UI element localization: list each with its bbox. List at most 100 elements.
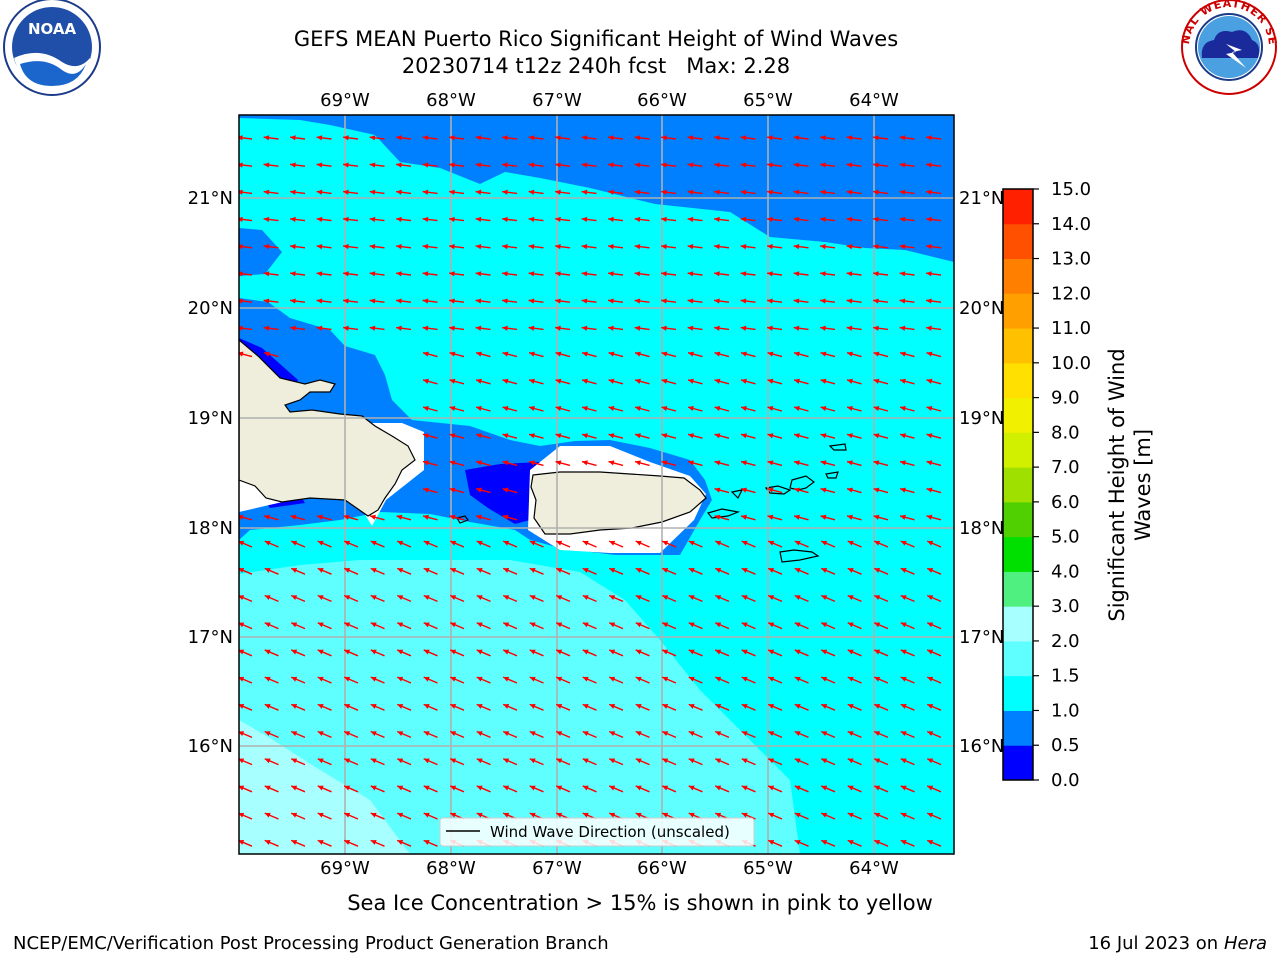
wave-direction-arrow-head <box>291 622 298 628</box>
wave-direction-arrow-head <box>635 460 641 466</box>
colorbar-tick-label: 12.0 <box>1051 283 1091 304</box>
wave-direction-arrow-head <box>741 487 747 493</box>
wave-direction-arrow-head <box>899 216 906 223</box>
colorbar-segment <box>1003 571 1033 607</box>
wave-direction-arrow-head <box>291 785 298 791</box>
wave-direction-arrow-head <box>661 378 668 384</box>
wave-direction-arrow-head <box>475 244 482 250</box>
wave-direction-arrow-head <box>423 676 430 682</box>
wave-direction-arrow-head <box>661 189 667 195</box>
wave-direction-arrow-head <box>317 704 324 709</box>
wave-direction-arrow-head <box>344 758 351 764</box>
wave-direction-arrow-head <box>793 162 800 168</box>
colorbar-segment <box>1003 258 1033 294</box>
wave-direction-arrow-head <box>290 514 297 520</box>
wave-direction-arrow-head <box>768 540 775 546</box>
lon-label: 64°W <box>849 858 899 879</box>
wave-direction-arrow-head <box>264 704 271 709</box>
wave-direction-arrow-head <box>874 785 881 791</box>
wave-direction-arrow-head <box>741 460 747 466</box>
wave-direction-arrow-head <box>369 244 376 250</box>
wave-direction-arrow-head <box>927 595 934 601</box>
wave-direction-arrow-head <box>820 514 827 520</box>
colorbar-tick-label: 4.0 <box>1051 561 1080 582</box>
wave-direction-arrow-head <box>900 433 906 439</box>
wave-direction-arrow-head <box>635 676 642 682</box>
wave-direction-arrow-head <box>264 568 271 573</box>
wave-direction-arrow-head <box>582 568 589 573</box>
wave-direction-arrow-head <box>608 405 615 412</box>
wave-direction-arrow-head <box>900 568 907 573</box>
wave-direction-arrow-head <box>290 189 296 195</box>
legend-label: Wind Wave Direction (unscaled) <box>490 823 730 841</box>
wave-direction-arrow-head <box>475 298 482 304</box>
wave-direction-arrow-head <box>476 758 483 764</box>
wave-direction-arrow-head <box>874 812 881 818</box>
wave-direction-arrow-head <box>555 433 562 439</box>
wave-direction-arrow-head <box>794 649 801 655</box>
wave-direction-arrow-head <box>927 785 934 791</box>
wave-direction-arrow-head <box>821 540 828 546</box>
wave-direction-arrow-head <box>793 189 800 195</box>
wave-direction-arrow-head <box>715 568 722 573</box>
wave-direction-arrow-head <box>767 162 773 168</box>
wave-direction-arrow-head <box>290 325 296 331</box>
colorbar-tick-label: 1.5 <box>1051 666 1080 687</box>
wave-direction-arrow-head <box>239 351 244 357</box>
wave-direction-arrow-head <box>291 840 298 845</box>
wave-direction-arrow-head <box>635 731 642 737</box>
wave-direction-arrow-head <box>396 189 402 195</box>
wave-direction-arrow-head <box>396 162 402 168</box>
wave-direction-arrow-head <box>450 758 457 764</box>
wave-direction-arrow-head <box>767 487 774 493</box>
wave-direction-arrow-head <box>264 731 271 737</box>
wave-direction-arrow-head <box>450 785 457 791</box>
colorbar-segment <box>1003 745 1033 781</box>
wave-direction-arrow-head <box>609 540 616 546</box>
wave-direction-arrow-head <box>688 460 694 466</box>
colorbar-tick-label: 13.0 <box>1051 249 1091 270</box>
wave-direction-arrow-head <box>503 649 510 655</box>
wave-direction-arrow-head <box>926 378 933 384</box>
wave-direction-arrow-head <box>740 298 747 304</box>
wave-direction-arrow-head <box>846 216 853 223</box>
wave-direction-arrow-head <box>688 351 694 357</box>
wave-direction-arrow-head <box>873 514 880 520</box>
wave-direction-arrow-head <box>794 568 801 573</box>
wave-direction-arrow-head <box>608 189 614 195</box>
wave-direction-arrow-head <box>926 460 933 466</box>
wave-direction-arrow-head <box>874 840 881 845</box>
wave-direction-arrow-head <box>369 325 376 331</box>
wave-direction-arrow-head <box>608 271 614 277</box>
wave-direction-arrow-head <box>899 189 906 195</box>
wave-direction-arrow-head <box>502 378 509 384</box>
wave-direction-arrow-head <box>316 135 323 141</box>
wave-direction-arrow-head <box>661 405 668 412</box>
wave-direction-arrow-head <box>239 812 245 818</box>
wave-direction-arrow-head <box>661 298 667 304</box>
wave-direction-arrow-head <box>476 514 482 520</box>
wave-direction-arrow-head <box>609 649 616 655</box>
wave-direction-arrow-head <box>528 216 535 223</box>
wave-direction-arrow-head <box>449 189 455 195</box>
wave-direction-arrow-head <box>715 704 722 709</box>
wave-direction-arrow-head <box>741 540 748 546</box>
wave-direction-arrow-head <box>821 649 828 655</box>
wave-direction-arrow-head <box>449 514 456 520</box>
wave-direction-arrow-head <box>449 325 455 331</box>
wave-direction-arrow-head <box>820 405 827 412</box>
wave-direction-arrow-head <box>555 378 562 384</box>
wave-direction-arrow-head <box>450 812 457 818</box>
wave-direction-arrow-head <box>423 351 429 357</box>
wave-direction-arrow-head <box>687 271 694 277</box>
wave-direction-arrow-head <box>821 785 828 791</box>
wave-direction-arrow-head <box>581 135 588 141</box>
wave-direction-arrow-head <box>847 540 854 546</box>
wave-direction-arrow-head <box>529 731 536 737</box>
wave-direction-arrow-head <box>264 785 271 791</box>
colorbar-segment <box>1003 536 1033 572</box>
wave-direction-arrow-head <box>927 649 934 655</box>
wave-direction-arrow-head <box>449 298 455 304</box>
wave-direction-arrow-head <box>396 271 402 277</box>
wave-direction-arrow-head <box>317 812 324 818</box>
